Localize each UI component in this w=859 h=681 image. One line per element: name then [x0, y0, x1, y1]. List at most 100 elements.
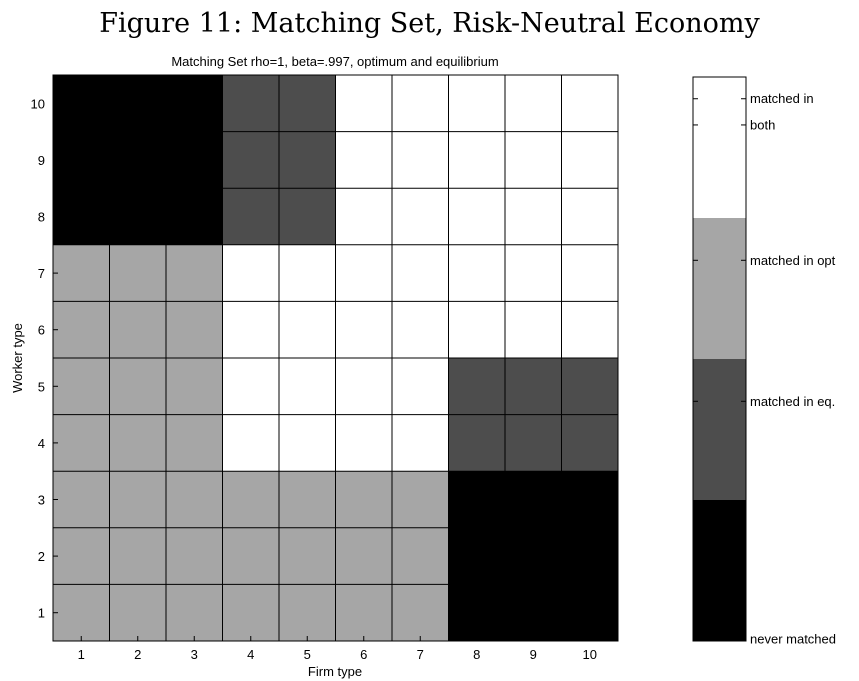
heatmap-cell — [335, 471, 392, 528]
x-tick-label: 5 — [304, 647, 311, 662]
colorbar-label: never matched — [750, 632, 836, 647]
y-tick-label: 8 — [38, 210, 45, 225]
heatmap-cell — [222, 358, 279, 415]
heatmap-cell — [561, 414, 618, 472]
y-tick-label: 7 — [38, 266, 45, 281]
heatmap-cell — [335, 75, 392, 132]
x-axis-ticks: 1 2 3 4 5 6 7 8 9 10 — [78, 636, 597, 662]
y-tick-label: 10 — [31, 96, 45, 111]
heatmap-cell — [392, 471, 449, 528]
heatmap-cell — [53, 188, 110, 245]
heatmap-cell — [53, 414, 110, 472]
heatmap-cell — [222, 584, 279, 641]
heatmap-cell — [505, 471, 562, 528]
heatmap-cell — [392, 244, 449, 302]
colorbar — [692, 76, 747, 642]
heatmap-cell — [53, 75, 110, 132]
heatmap-cell — [166, 358, 223, 415]
x-tick-label: 8 — [473, 647, 480, 662]
heatmap-cell — [222, 301, 279, 358]
heatmap-gridlines — [53, 75, 618, 641]
heatmap-cell — [335, 131, 392, 189]
heatmap-cell — [222, 414, 279, 472]
heatmap-cell — [109, 75, 166, 132]
heatmap-cell — [166, 584, 223, 641]
heatmap-cell — [222, 188, 279, 245]
heatmap-cell — [392, 131, 449, 189]
heatmap-cell — [392, 301, 449, 358]
heatmap-cell — [109, 131, 166, 189]
heatmap-cell — [166, 414, 223, 472]
heatmap-cell — [109, 471, 166, 528]
heatmap-cell — [561, 527, 618, 585]
heatmap-cell — [53, 527, 110, 585]
y-tick-label: 3 — [38, 493, 45, 508]
heatmap-cell — [505, 188, 562, 245]
heatmap-cell — [505, 414, 562, 472]
heatmap-cell — [53, 584, 110, 641]
heatmap-cell — [279, 471, 336, 528]
x-tick-label: 10 — [583, 647, 597, 662]
heatmap-cell — [222, 244, 279, 302]
colorbar-band — [693, 359, 746, 500]
figure-title: Figure 11: Matching Set, Risk-Neutral Ec… — [99, 8, 760, 39]
heatmap-cell — [448, 75, 505, 132]
colorbar-labels: never matched matched in eq. matched in op… — [693, 91, 836, 647]
heatmap-cell — [505, 527, 562, 585]
y-tick-label: 1 — [38, 606, 45, 621]
heatmap-cell — [279, 75, 336, 132]
heatmap-cell — [53, 471, 110, 528]
heatmap-cell — [109, 584, 166, 641]
heatmap-cell — [335, 584, 392, 641]
heatmap-cell — [505, 244, 562, 302]
heatmap-cell — [166, 471, 223, 528]
colorbar-band — [693, 77, 746, 218]
heatmap-cell — [505, 131, 562, 189]
x-axis-label: Firm type — [308, 664, 362, 679]
heatmap-cell — [53, 131, 110, 189]
heatmap-cell — [561, 584, 618, 641]
heatmap-cell — [279, 131, 336, 189]
heatmap-cell — [561, 131, 618, 189]
colorbar-label: matched in — [750, 91, 814, 106]
x-tick-label: 9 — [530, 647, 537, 662]
heatmap-cell — [561, 188, 618, 245]
heatmap-cell — [166, 131, 223, 189]
plot-frame — [52, 74, 619, 642]
heatmap-cell — [448, 584, 505, 641]
y-tick-label: 2 — [38, 549, 45, 564]
x-tick-label: 1 — [78, 647, 85, 662]
heatmap-cell — [335, 244, 392, 302]
heatmap-cell — [166, 75, 223, 132]
heatmap-cell — [109, 244, 166, 302]
heatmap-cell — [279, 188, 336, 245]
heatmap-cell — [109, 358, 166, 415]
heatmap-cell — [448, 244, 505, 302]
colorbar-label: matched in opt — [750, 253, 836, 268]
heatmap-cell — [166, 527, 223, 585]
heatmap-cell — [392, 584, 449, 641]
colorbar-label: both — [750, 117, 775, 132]
heatmap-cell — [392, 75, 449, 132]
heatmap-cell — [279, 527, 336, 585]
heatmap-cell — [505, 584, 562, 641]
heatmap-cell — [448, 131, 505, 189]
heatmap-cell — [166, 244, 223, 302]
colorbar-label: matched in eq. — [750, 394, 835, 409]
y-axis-label: Worker type — [10, 323, 25, 393]
y-tick-label: 9 — [38, 153, 45, 168]
y-tick-label: 6 — [38, 323, 45, 338]
heatmap-cell — [392, 358, 449, 415]
x-tick-label: 3 — [191, 647, 198, 662]
x-tick-label: 2 — [134, 647, 141, 662]
colorbar-band — [693, 218, 746, 359]
colorbar-frame — [692, 76, 747, 642]
heatmap-cell — [561, 244, 618, 302]
heatmap-cell — [392, 527, 449, 585]
colorbar-band — [693, 500, 746, 641]
heatmap-cell — [392, 414, 449, 472]
heatmap-cell — [279, 301, 336, 358]
heatmap-cell — [279, 244, 336, 302]
heatmap-cell — [561, 75, 618, 132]
